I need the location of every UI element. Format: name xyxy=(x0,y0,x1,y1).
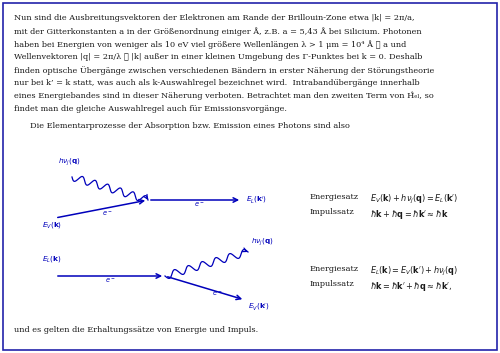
Text: $h\nu_j(\mathbf{q})$: $h\nu_j(\mathbf{q})$ xyxy=(251,237,274,248)
Text: $E_L(\mathbf{k}')$: $E_L(\mathbf{k}')$ xyxy=(246,195,267,205)
Text: findet man die gleiche Auswahlregel auch für Emissionsvorgänge.: findet man die gleiche Auswahlregel auch… xyxy=(14,105,287,113)
Text: $E_V(\mathbf{k}')$: $E_V(\mathbf{k}')$ xyxy=(248,302,270,313)
Text: Energiesatz: Energiesatz xyxy=(310,193,359,201)
Text: Die Elementarprozesse der Absorption bzw. Emission eines Photons sind also: Die Elementarprozesse der Absorption bzw… xyxy=(30,122,350,130)
Text: $e^-$: $e^-$ xyxy=(194,201,205,209)
Text: und es gelten die Erhaltungssätze von Energie und Impuls.: und es gelten die Erhaltungssätze von En… xyxy=(14,326,258,334)
Text: nur bei k’ = k statt, was auch als k-Auswahlregel bezeichnet wird.  Intrabandüb: nur bei k’ = k statt, was auch als k-Aus… xyxy=(14,79,420,87)
Text: $e^-$: $e^-$ xyxy=(104,276,116,286)
Text: $e^-$: $e^-$ xyxy=(212,289,222,298)
Text: haben bei Energien von weniger als 10 eV viel größere Wellenlängen λ > 1 μm = 10: haben bei Energien von weniger als 10 eV… xyxy=(14,40,406,49)
Text: Nun sind die Ausbreitungsvektoren der Elektronen am Rande der Brillouin-Zone etw: Nun sind die Ausbreitungsvektoren der El… xyxy=(14,14,414,22)
Text: finden optische Übergänge zwischen verschiedenen Bändern in erster Näherung der : finden optische Übergänge zwischen versc… xyxy=(14,66,434,75)
Text: $\hbar\mathbf{k} + \hbar\mathbf{q} = \hbar\mathbf{k}' \approx \hbar\mathbf{k}$: $\hbar\mathbf{k} + \hbar\mathbf{q} = \hb… xyxy=(370,208,448,221)
Text: mit der Gitterkonstanten a in der Größenordnung einiger Å, z.B. a = 5,43 Å bei S: mit der Gitterkonstanten a in der Größen… xyxy=(14,27,422,36)
Text: Impulssatz: Impulssatz xyxy=(310,280,355,288)
Text: $h\nu_j(\mathbf{q})$: $h\nu_j(\mathbf{q})$ xyxy=(58,157,80,168)
Text: Energiesatz: Energiesatz xyxy=(310,265,359,273)
Text: $E_L(\mathbf{k})$: $E_L(\mathbf{k})$ xyxy=(42,254,62,264)
Text: $E_V(\mathbf{k}) + h\nu_j(\mathbf{q}) = E_L(\mathbf{k}')$: $E_V(\mathbf{k}) + h\nu_j(\mathbf{q}) = … xyxy=(370,193,458,206)
Text: eines Energiebandes sind in dieser Näherung verboten. Betrachtet man den zweiten: eines Energiebandes sind in dieser Näher… xyxy=(14,92,434,101)
Text: $E_L(\mathbf{k}) = E_V(\mathbf{k}') + h\nu_j(\mathbf{q})$: $E_L(\mathbf{k}) = E_V(\mathbf{k}') + h\… xyxy=(370,265,458,278)
Text: Wellenvektoren |q| = 2π/λ ≪ |k| außer in einer kleinen Umgebung des Γ-Punktes be: Wellenvektoren |q| = 2π/λ ≪ |k| außer in… xyxy=(14,53,422,61)
Text: $E_V(\mathbf{k})$: $E_V(\mathbf{k})$ xyxy=(42,220,62,230)
Text: $e^-$: $e^-$ xyxy=(102,210,113,219)
Text: $\hbar\mathbf{k} = \hbar\mathbf{k}' + \hbar\mathbf{q} \approx \hbar\mathbf{k}',$: $\hbar\mathbf{k} = \hbar\mathbf{k}' + \h… xyxy=(370,280,452,293)
Text: Impulssatz: Impulssatz xyxy=(310,208,355,216)
